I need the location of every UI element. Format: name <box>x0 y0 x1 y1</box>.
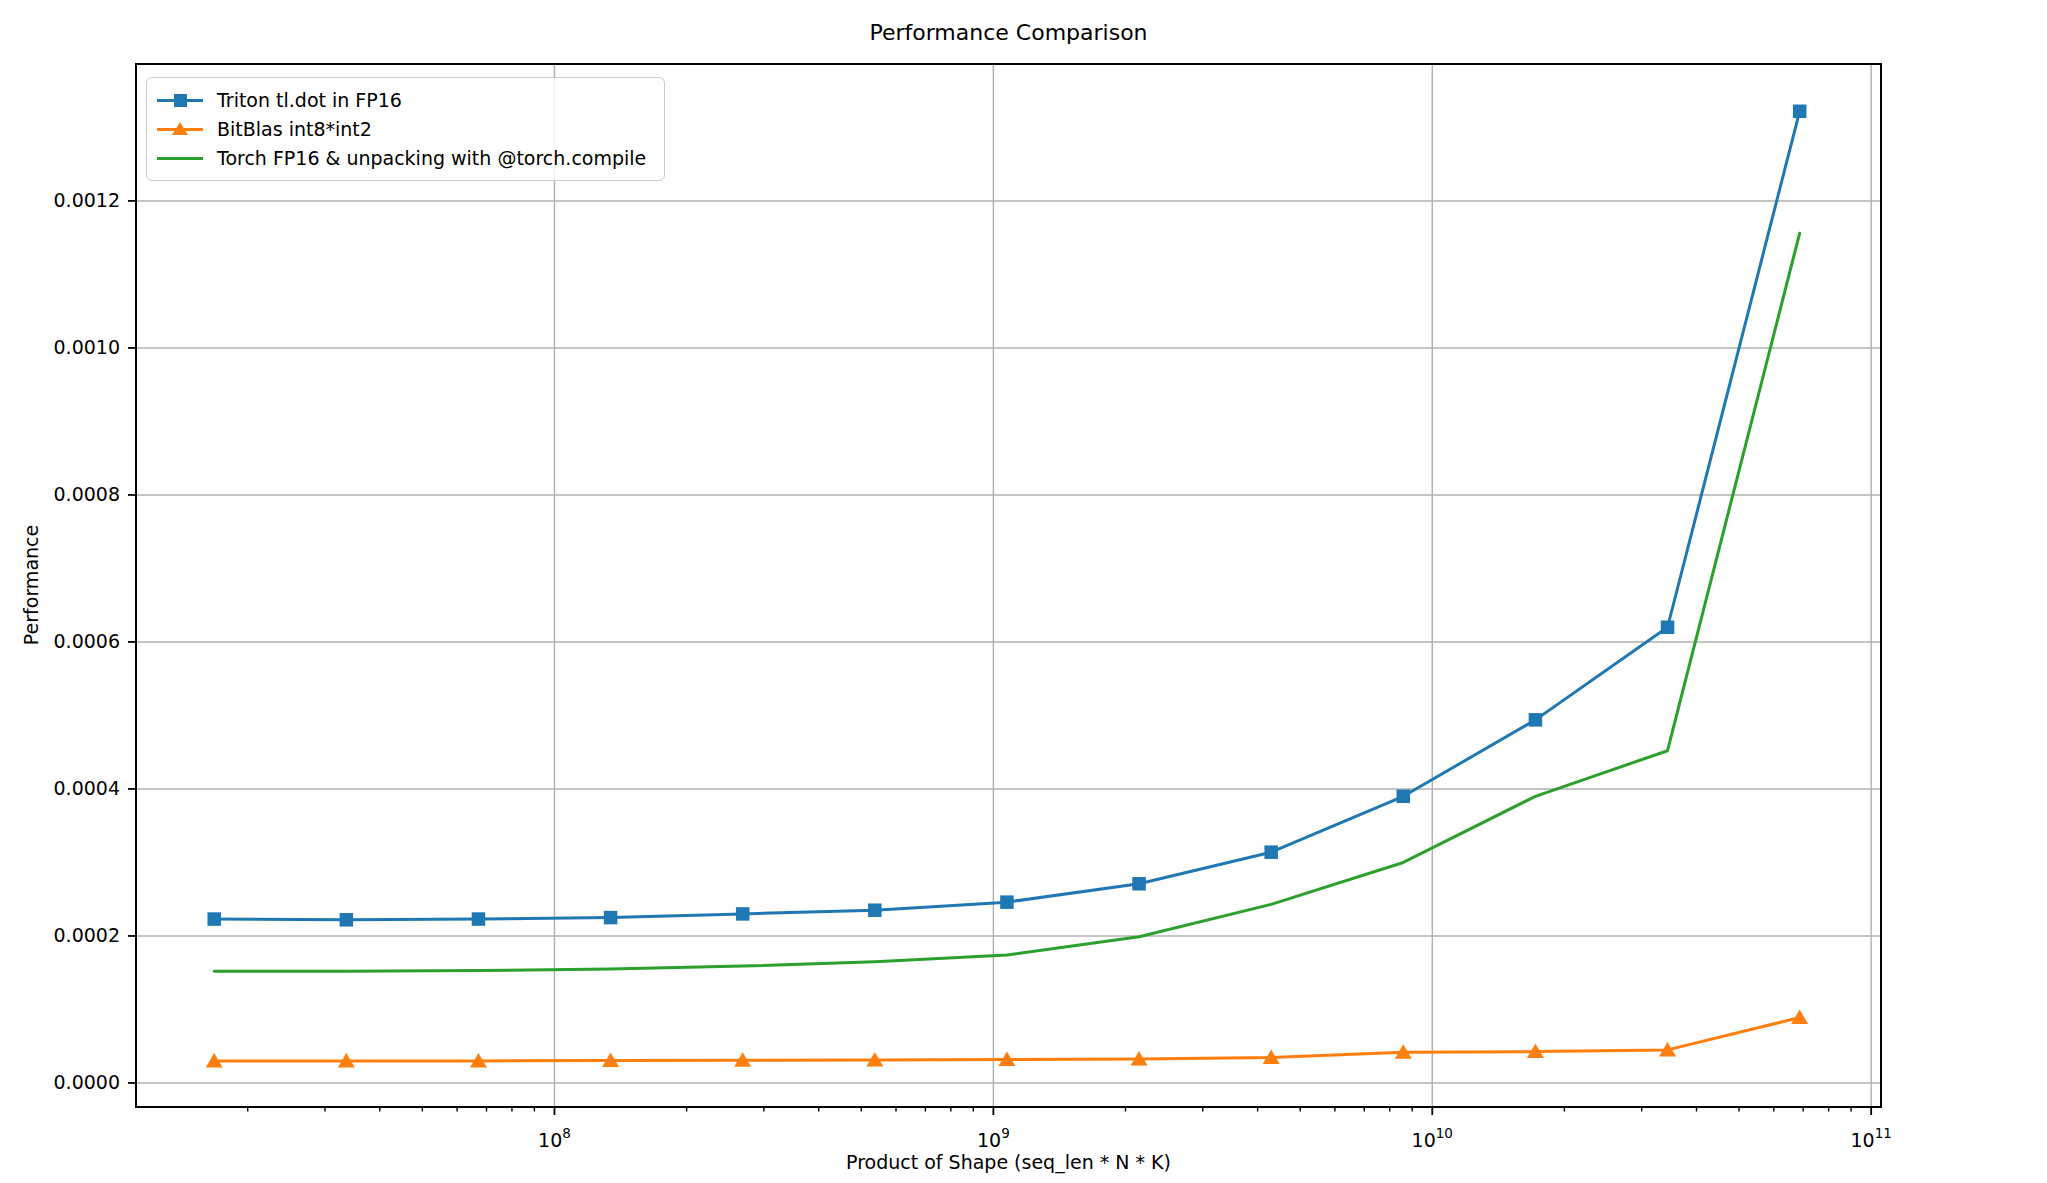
x-axis-label: Product of Shape (seq_len * N * K) <box>136 1151 1881 1173</box>
series-marker <box>207 912 221 926</box>
tick-labels: 0.0000 0.0002 0.0004 0.0006 0.0008 0.0010 0.00… <box>54 189 1892 1151</box>
series-marker <box>472 912 486 926</box>
y-tick-label: 0.0004 <box>54 777 120 799</box>
legend-line-sample <box>157 150 203 166</box>
x-tick-exponent: 8 <box>562 1125 571 1141</box>
series-line <box>214 233 1799 971</box>
legend-label: Torch FP16 & unpacking with @torch.compi… <box>217 147 646 169</box>
legend-row: BitBlas int8*int2 <box>157 116 646 142</box>
x-tick-base: 10 <box>1850 1129 1874 1151</box>
x-tick-exponent: 11 <box>1875 1125 1892 1141</box>
series-marker <box>1000 895 1014 909</box>
x-tick-label: 1010 <box>1412 1125 1453 1151</box>
legend-line-sample <box>157 121 203 137</box>
x-tick-label: 109 <box>977 1125 1010 1151</box>
series-marker <box>340 913 354 927</box>
y-tick-label: 0.0012 <box>54 189 120 211</box>
y-tick-label: 0.0008 <box>54 483 120 505</box>
series-marker <box>1793 105 1807 119</box>
series-marker <box>868 903 882 917</box>
x-tick-base: 10 <box>538 1129 562 1151</box>
gridlines <box>136 64 1881 1107</box>
data-series <box>206 105 1808 1068</box>
legend-row: Triton tl.dot in FP16 <box>157 87 646 113</box>
legend-label: BitBlas int8*int2 <box>217 118 372 140</box>
y-axis-label: Performance <box>20 525 42 645</box>
y-tick-label: 0.0002 <box>54 924 120 946</box>
series-marker <box>1264 845 1278 859</box>
legend-triangle-marker-icon <box>172 122 188 135</box>
legend-label: Triton tl.dot in FP16 <box>217 89 402 111</box>
series-marker <box>604 911 618 925</box>
series-marker <box>1529 713 1543 727</box>
legend-row: Torch FP16 & unpacking with @torch.compi… <box>157 145 646 171</box>
chart-title: Performance Comparison <box>136 20 1881 45</box>
x-tick-exponent: 10 <box>1436 1125 1453 1141</box>
y-tick-label: 0.0006 <box>54 630 120 652</box>
series-marker <box>736 907 750 921</box>
legend-line <box>157 157 203 160</box>
x-tick-base: 10 <box>1412 1129 1436 1151</box>
x-tick-label: 1011 <box>1850 1125 1891 1151</box>
plot-border <box>136 64 1881 1107</box>
series-marker <box>1397 790 1411 804</box>
series-0 <box>207 105 1806 927</box>
legend-square-marker-icon <box>174 94 187 107</box>
y-tick-label: 0.0010 <box>54 336 120 358</box>
legend-line-sample <box>157 92 203 108</box>
legend: Triton tl.dot in FP16 BitBlas int8*int2 To… <box>146 77 665 181</box>
x-tick-exponent: 9 <box>1001 1125 1010 1141</box>
series-marker <box>1132 877 1146 891</box>
x-tick-label: 108 <box>538 1125 571 1151</box>
series-2 <box>214 233 1799 971</box>
x-tick-base: 10 <box>977 1129 1001 1151</box>
series-marker <box>1791 1010 1808 1025</box>
series-marker <box>1661 620 1675 634</box>
chart-figure: 0.0000 0.0002 0.0004 0.0006 0.0008 0.0010 0.00… <box>0 0 2047 1183</box>
series-1 <box>206 1010 1808 1068</box>
series-line <box>214 111 1799 920</box>
y-tick-label: 0.0000 <box>54 1071 120 1093</box>
axes <box>128 64 1881 1115</box>
